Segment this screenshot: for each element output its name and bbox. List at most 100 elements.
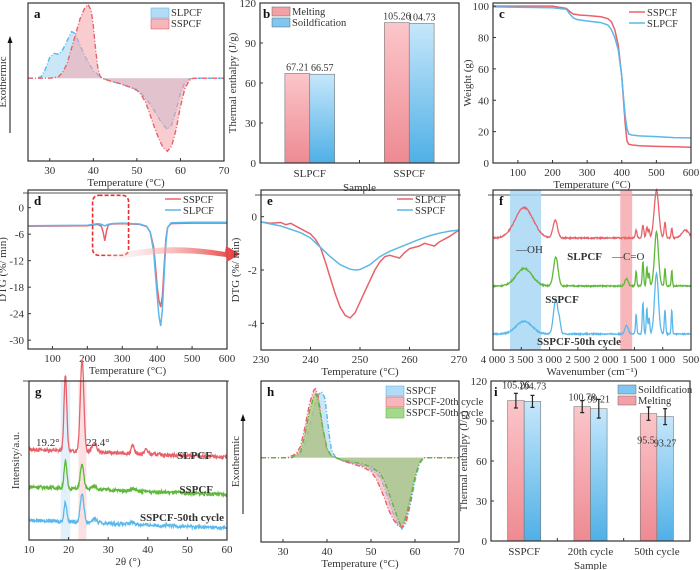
x-tick-label: 30: [44, 165, 56, 177]
x-tick-label: 20th cycle: [568, 546, 614, 558]
series-line-sspcf-50th-cycle: [28, 493, 228, 531]
series-label: SLPCF: [567, 251, 602, 263]
legend-label: SSPCF-50th cycle: [406, 408, 484, 419]
x-axis-label: 2θ (°): [115, 556, 141, 568]
bar-value-label: 104.73: [519, 381, 547, 392]
bar-value-label: 95.51: [637, 436, 660, 447]
y-tick-label: -24: [9, 309, 24, 321]
plot-frame: [260, 380, 460, 543]
x-tick-label: 400: [149, 353, 166, 365]
x-tick-label: 4 000: [481, 354, 506, 366]
arrow-head-icon: [7, 36, 13, 43]
y-axis-label: DTG (%/ min): [230, 237, 242, 302]
bar-value-label: 99.21: [588, 395, 611, 406]
y-axis-label: Thermal enthalpy (J/g): [458, 410, 470, 511]
x-tick-label: 1 000: [650, 354, 675, 366]
series-line-sspcf: [27, 222, 227, 308]
panel-f: f 4 000 3 500 3 000 2 500 2 000 1 500 1 000 500 W…: [481, 187, 700, 378]
bar-melting: [284, 73, 311, 164]
bar-soildfication: [408, 23, 435, 164]
x-tick-label: 60: [175, 165, 187, 177]
x-tick-label: 40: [142, 544, 154, 556]
x-tick-label: SSPCF: [508, 546, 540, 558]
x-tick-label: SLPCF: [294, 168, 326, 180]
bar-soildfication: [309, 73, 335, 164]
x-axis-label: Sample: [574, 560, 607, 570]
panel-c: c 100 200 300 400 500 600 0 20 40 60 80 100 Temperatu…: [462, 1, 700, 196]
x-tick-label: 500: [683, 354, 700, 366]
y-axis-label: Thermal enthalpy (J/g): [227, 32, 239, 133]
series-line-sspcf: [260, 221, 460, 271]
highlight-band: [620, 190, 633, 350]
bar-melting: [384, 22, 410, 164]
plot-frame: [492, 2, 692, 164]
x-tick-label: 70: [454, 546, 466, 558]
panel-label: a: [34, 6, 41, 21]
series-label: SSPCF-50th cycle: [537, 336, 621, 348]
bar-value-label: 105.26: [502, 381, 530, 392]
series-line-slpcf: [492, 187, 692, 241]
y-tick-label: 0: [484, 158, 490, 170]
y-axis-label: Intensity/a.u.: [10, 432, 22, 490]
series-label: SLPCF: [177, 450, 212, 462]
x-tick-label: 30: [278, 546, 290, 558]
legend-label: SSPCF: [171, 19, 202, 30]
series-line-sspcf-20th cycle: [261, 387, 459, 529]
x-tick-label: 50: [131, 165, 143, 177]
panel-label: f: [499, 193, 504, 208]
bar-melting: [639, 413, 658, 542]
legend-label: SLPCF: [647, 19, 678, 30]
x-axis-label: Temperature (°C): [87, 177, 165, 189]
bar-value-label: 93.27: [654, 439, 677, 450]
plot-frame: [27, 2, 225, 162]
series-line-slpcf: [260, 221, 460, 319]
arrow-head-icon: [240, 414, 246, 421]
x-tick-label: 100: [44, 353, 61, 365]
y-tick-label: 20: [478, 127, 490, 139]
y-tick-label: -6: [15, 229, 25, 241]
panel-g: g 10 20 30 40 50 60 2θ (°) Intensity/a.u. SLPCF SS…: [10, 358, 234, 568]
bar-value-label: 67.21: [286, 62, 309, 73]
y-tick-label: 90: [476, 416, 488, 428]
legend-swatch: [385, 407, 405, 419]
x-tick-label: 3 000: [537, 354, 562, 366]
series-label: SSPCF: [545, 294, 579, 306]
bar-soildfication: [590, 408, 608, 542]
panel-h: h 30 40 50 60 70 Temperature (°C) Exothermic SSP…: [230, 380, 484, 570]
series-line-slpcf: [27, 221, 227, 327]
y-tick-label: 60: [476, 456, 488, 468]
x-tick-label: 40: [322, 546, 334, 558]
x-tick-label: 20: [63, 544, 75, 556]
legend-label: SLPCF: [171, 8, 202, 19]
series-line-sspcf-50th cycle: [261, 392, 459, 527]
series-line-slpcf: [492, 6, 692, 139]
legend-label: Soildfication: [638, 385, 693, 396]
y-tick-label: -2: [248, 265, 257, 277]
x-axis-label: Wavenumber (cm⁻¹): [547, 366, 638, 378]
bar-melting: [507, 400, 525, 542]
x-tick-label: 300: [579, 167, 596, 179]
bar-value-label: 105.26: [383, 12, 411, 23]
x-tick-label: 250: [352, 354, 369, 366]
series-line-sspcf-50th-cycle: [492, 270, 692, 337]
x-tick-label: 60: [222, 544, 234, 556]
y-tick-label: 0: [19, 203, 25, 215]
x-tick-label: 500: [648, 167, 665, 179]
bar-value-label: 66.57: [311, 63, 334, 74]
annotation-label: —OH: [515, 244, 543, 256]
y-tick-label: 120: [471, 376, 488, 388]
legend-swatch: [385, 385, 405, 397]
y-tick-label: -18: [9, 282, 24, 294]
x-tick-label: 50: [182, 544, 194, 556]
bar-value-label: 104.73: [408, 12, 436, 23]
legend-swatch: [271, 17, 291, 28]
x-tick-label: 50th cycle: [634, 546, 680, 558]
series-line-sspcf: [492, 229, 692, 289]
annotation-label: 19.2°: [36, 437, 60, 449]
x-tick-label: 30: [103, 544, 115, 556]
series-label: SSPCF: [179, 484, 213, 496]
panel-label: e: [267, 193, 273, 208]
